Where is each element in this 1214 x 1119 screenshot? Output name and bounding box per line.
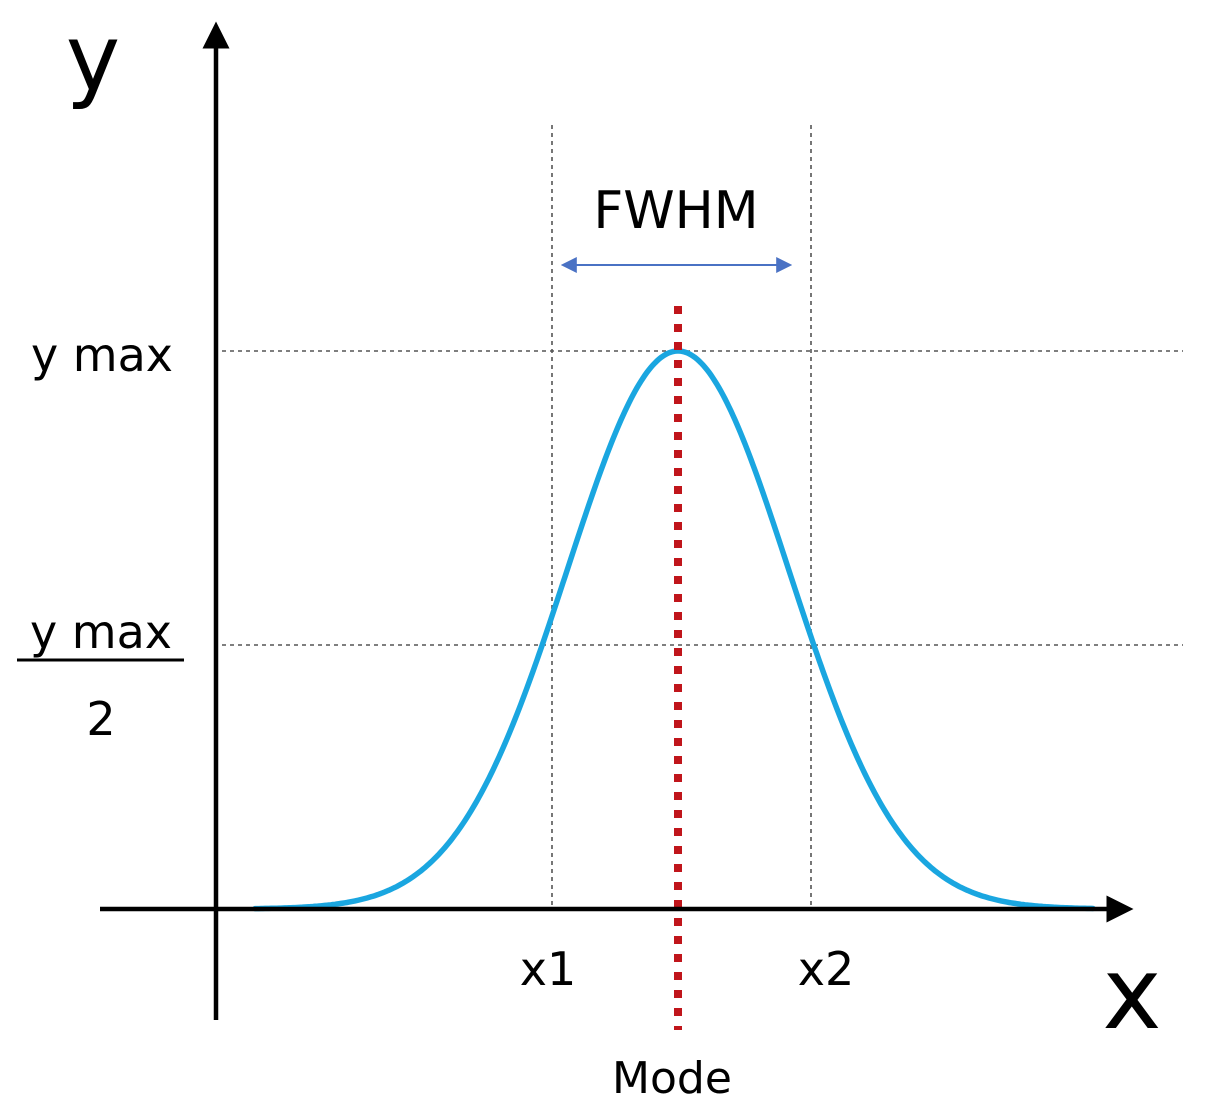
y-max-label: y max [31, 328, 173, 382]
gaussian-curve [252, 348, 1096, 912]
x1-label: x1 [520, 942, 577, 996]
half-max-denominator: 2 [86, 692, 115, 746]
x-axis-label: x [1102, 935, 1161, 1052]
fwhm-label: FWHM [593, 181, 758, 241]
x2-label: x2 [798, 942, 855, 996]
half-max-numerator: y max [30, 605, 172, 659]
mode-label: Mode [612, 1053, 732, 1104]
y-axis-label: y [66, 5, 120, 112]
